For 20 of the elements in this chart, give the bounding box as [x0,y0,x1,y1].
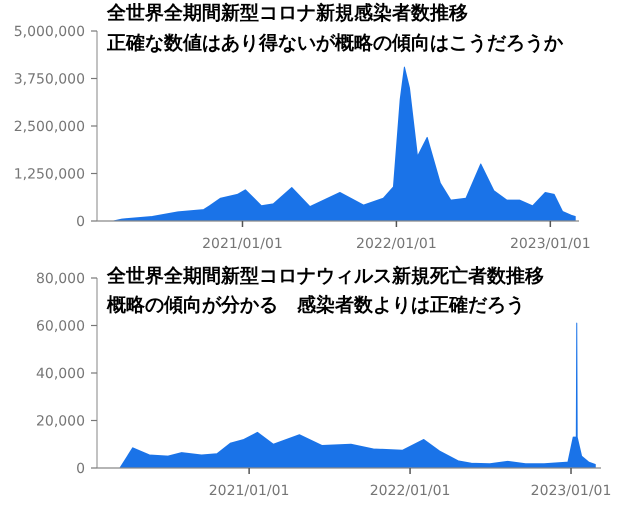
y-tick-label: 3,750,000 [14,72,85,88]
y-tick-label: 0 [76,461,85,477]
x-tick-label: 2022/01/01 [370,483,450,499]
y-tick-label: 2,500,000 [14,119,85,135]
y-tick-label: 20,000 [36,414,85,430]
y-tick-label: 5,000,000 [14,24,85,40]
text: 概略の傾向が分かる 感染者数よりは正確だろう [106,294,525,316]
y-tick-label: 80,000 [36,271,85,287]
x-tick-label: 2023/01/01 [510,236,591,252]
y-tick-label: 0 [76,214,85,230]
y-tick-label: 60,000 [36,318,85,334]
chart-subtitle: 正確な数値はあり得ないが概略の傾向はこうだろうか [106,32,564,54]
y-tick-label: 1,250,000 [14,166,85,182]
y-tick-label: 40,000 [36,366,85,382]
x-tick-label: 2021/01/01 [202,236,283,252]
x-tick-label: 2022/01/01 [356,236,437,252]
x-tick-label: 2023/01/01 [530,483,612,499]
chart-title: 全世界全期間新型コロナ新規感染者数推移 [106,2,468,24]
x-tick-label: 2021/01/01 [208,483,290,499]
chart-title: 全世界全期間新型コロナウィルス新規死亡者数推移 [106,265,544,287]
